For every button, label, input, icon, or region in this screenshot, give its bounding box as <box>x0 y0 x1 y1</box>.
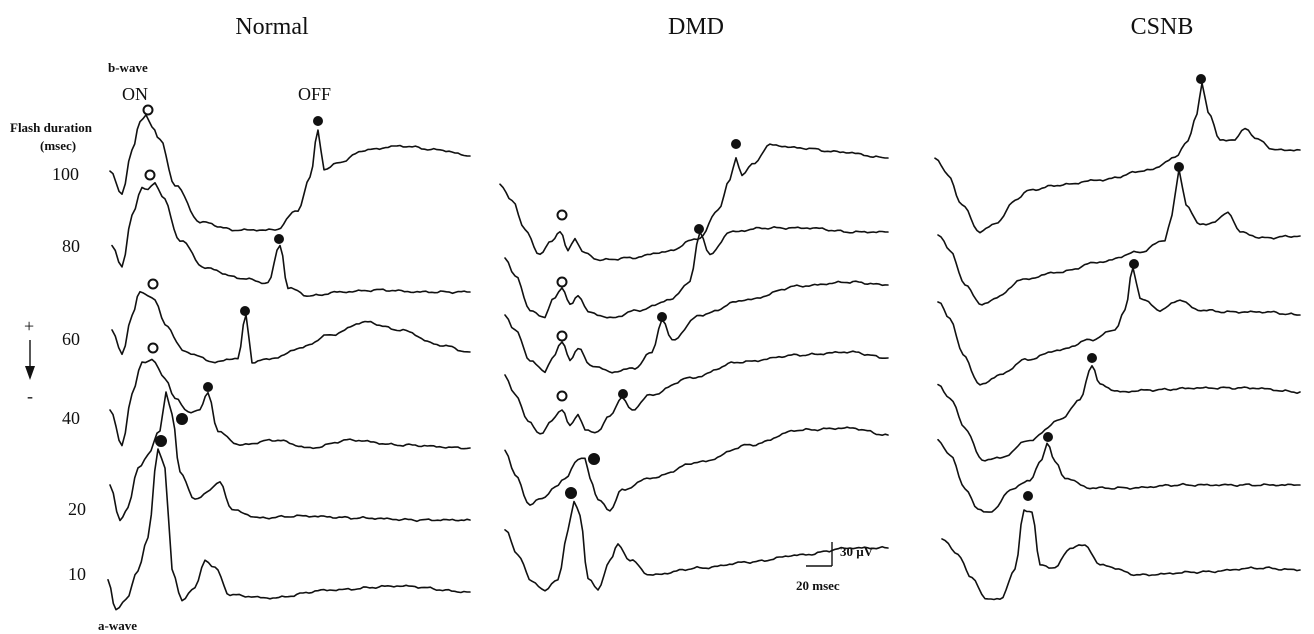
panel-title-normal: Normal <box>235 14 309 40</box>
trace-dmd-80 <box>504 226 889 319</box>
marker-csnb-80 <box>1174 162 1184 172</box>
trace-dmd-10 <box>504 500 889 592</box>
duration-label-60: 60 <box>62 329 80 349</box>
marker-csnb-100 <box>1196 74 1206 84</box>
marker-normal-80-on <box>144 169 156 181</box>
trace-dmd-60 <box>504 280 889 374</box>
marker-csnb-20 <box>1043 432 1053 442</box>
plus-sign: + <box>24 316 34 336</box>
trace-normal-100 <box>109 114 471 232</box>
trace-normal-60 <box>111 290 471 364</box>
off-label: OFF <box>298 84 331 104</box>
duration-label-20: 20 <box>68 499 86 519</box>
b-wave-label: b-wave <box>108 60 148 75</box>
marker-normal-80-off <box>274 234 284 244</box>
panel-title-dmd: DMD <box>668 14 724 40</box>
marker-normal-100-on <box>142 104 154 116</box>
erg-traces <box>107 82 1301 611</box>
duration-label-80: 80 <box>62 236 80 256</box>
trace-normal-80 <box>111 182 471 297</box>
marker-dmd-10 <box>565 487 577 499</box>
marker-csnb-60 <box>1129 259 1139 269</box>
flash-duration-unit: (msec) <box>40 138 76 153</box>
marker-normal-40-on <box>147 342 159 354</box>
duration-label-10: 10 <box>68 564 86 584</box>
panel-title-csnb: CSNB <box>1131 14 1194 40</box>
marker-dmd-40-on <box>556 390 568 402</box>
down-arrow-icon <box>25 340 35 380</box>
marker-normal-60-on <box>147 278 159 290</box>
marker-dmd-60-off <box>657 312 667 322</box>
scale-bar-time: 20 msec <box>796 578 840 593</box>
marker-normal-60-off <box>240 306 250 316</box>
on-label: ON <box>122 84 148 104</box>
a-wave-label: a-wave <box>98 618 137 633</box>
marker-dmd-100-on <box>556 209 568 221</box>
scale-bar <box>806 542 833 567</box>
marker-csnb-40 <box>1087 353 1097 363</box>
minus-sign: - <box>27 386 33 406</box>
trace-csnb-40 <box>937 365 1301 462</box>
marker-dmd-60-on <box>556 330 568 342</box>
marker-dmd-20 <box>588 453 600 465</box>
trace-normal-10 <box>107 448 471 611</box>
marker-normal-20 <box>176 413 188 425</box>
marker-normal-40-off <box>203 382 213 392</box>
trace-csnb-60 <box>937 266 1301 386</box>
marker-csnb-10 <box>1023 491 1033 501</box>
trace-dmd-100 <box>499 143 889 262</box>
marker-dmd-80-off <box>694 224 704 234</box>
marker-normal-10 <box>155 435 167 447</box>
trace-csnb-20 <box>937 438 1301 513</box>
duration-label-100: 100 <box>52 164 79 184</box>
trace-csnb-100 <box>934 82 1301 234</box>
scale-bar-amplitude: 30 µV <box>840 544 874 559</box>
trace-csnb-80 <box>937 168 1301 306</box>
trace-normal-40 <box>109 358 471 450</box>
trace-csnb-10 <box>941 509 1301 601</box>
marker-dmd-40-off <box>618 389 628 399</box>
trace-normal-20 <box>109 391 471 523</box>
duration-label-40: 40 <box>62 408 80 428</box>
flash-duration-label: Flash duration <box>10 120 93 135</box>
marker-dmd-80-on <box>556 276 568 288</box>
trace-dmd-20 <box>504 426 889 512</box>
peak-markers <box>142 74 1206 501</box>
trace-dmd-40 <box>504 350 889 435</box>
marker-dmd-100-off <box>731 139 741 149</box>
marker-normal-100-off <box>313 116 323 126</box>
